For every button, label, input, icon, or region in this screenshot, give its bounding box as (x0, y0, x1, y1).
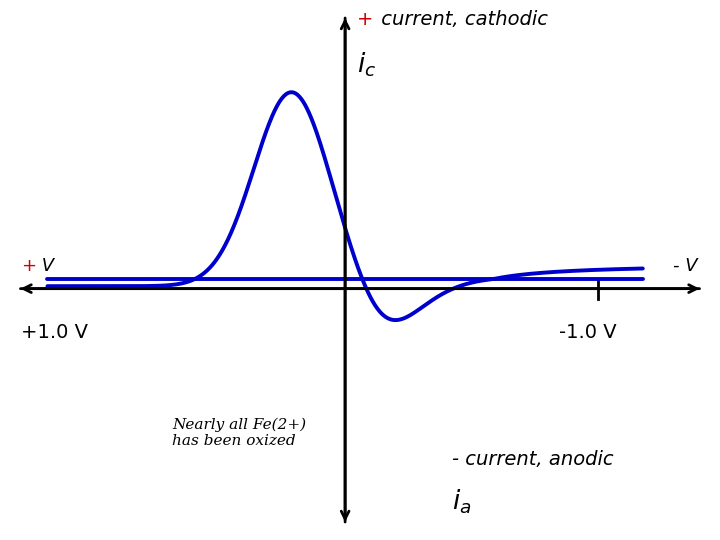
Text: +: + (21, 257, 36, 275)
Text: $i_a$: $i_a$ (452, 488, 472, 516)
Text: current, cathodic: current, cathodic (375, 10, 548, 29)
Text: +1.0 V: +1.0 V (21, 323, 88, 342)
Text: - V: - V (672, 257, 697, 275)
Text: - current, anodic: - current, anodic (452, 450, 614, 469)
Text: +: + (357, 10, 374, 29)
Text: -1.0 V: -1.0 V (559, 323, 617, 342)
Text: $i_c$: $i_c$ (357, 50, 377, 78)
Text: Nearly all Fe(2+)
has been oxized: Nearly all Fe(2+) has been oxized (173, 418, 307, 449)
Text: V: V (35, 257, 54, 275)
